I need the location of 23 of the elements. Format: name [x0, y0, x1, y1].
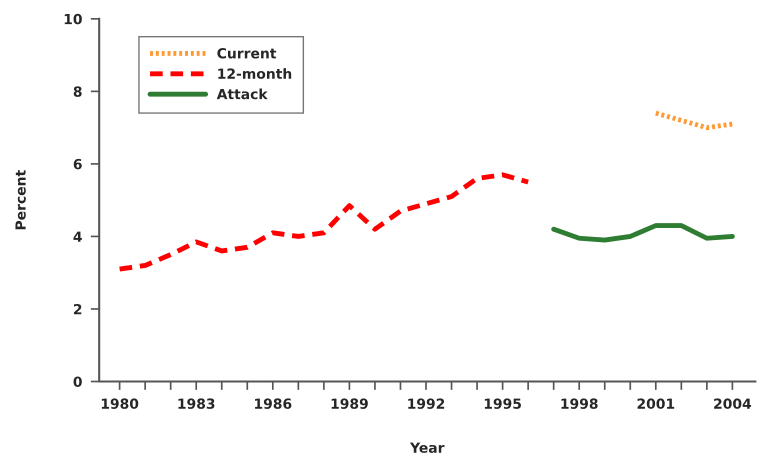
x-tick-label: 1998 — [561, 398, 598, 409]
x-tick-label: 2004 — [714, 398, 752, 409]
legend-label: 12-month — [218, 68, 292, 79]
line-series — [551, 223, 735, 242]
x-tick-label: 1983 — [178, 398, 214, 409]
y-tick-label: 0 — [74, 376, 82, 387]
line-series — [117, 172, 531, 272]
x-tick-label: 2001 — [638, 398, 674, 409]
legend-label: Current — [217, 48, 276, 59]
y-tick-label: 10 — [64, 14, 82, 24]
x-tick-label: 1980 — [102, 398, 138, 409]
y-tick-label: 8 — [74, 86, 82, 97]
y-tick-label: 2 — [74, 304, 82, 314]
line-series — [653, 110, 735, 130]
x-tick-label: 1992 — [408, 398, 444, 409]
x-axis-title: Year — [410, 442, 444, 453]
y-tick-label: 4 — [73, 232, 82, 242]
y-tick-label: 6 — [74, 158, 82, 170]
x-tick-label: 1989 — [332, 398, 368, 409]
x-tick-label: 1995 — [484, 398, 521, 409]
x-tick-label: 1986 — [255, 398, 292, 409]
y-axis-title: Percent — [15, 170, 26, 230]
legend-label: Attack — [216, 88, 268, 100]
